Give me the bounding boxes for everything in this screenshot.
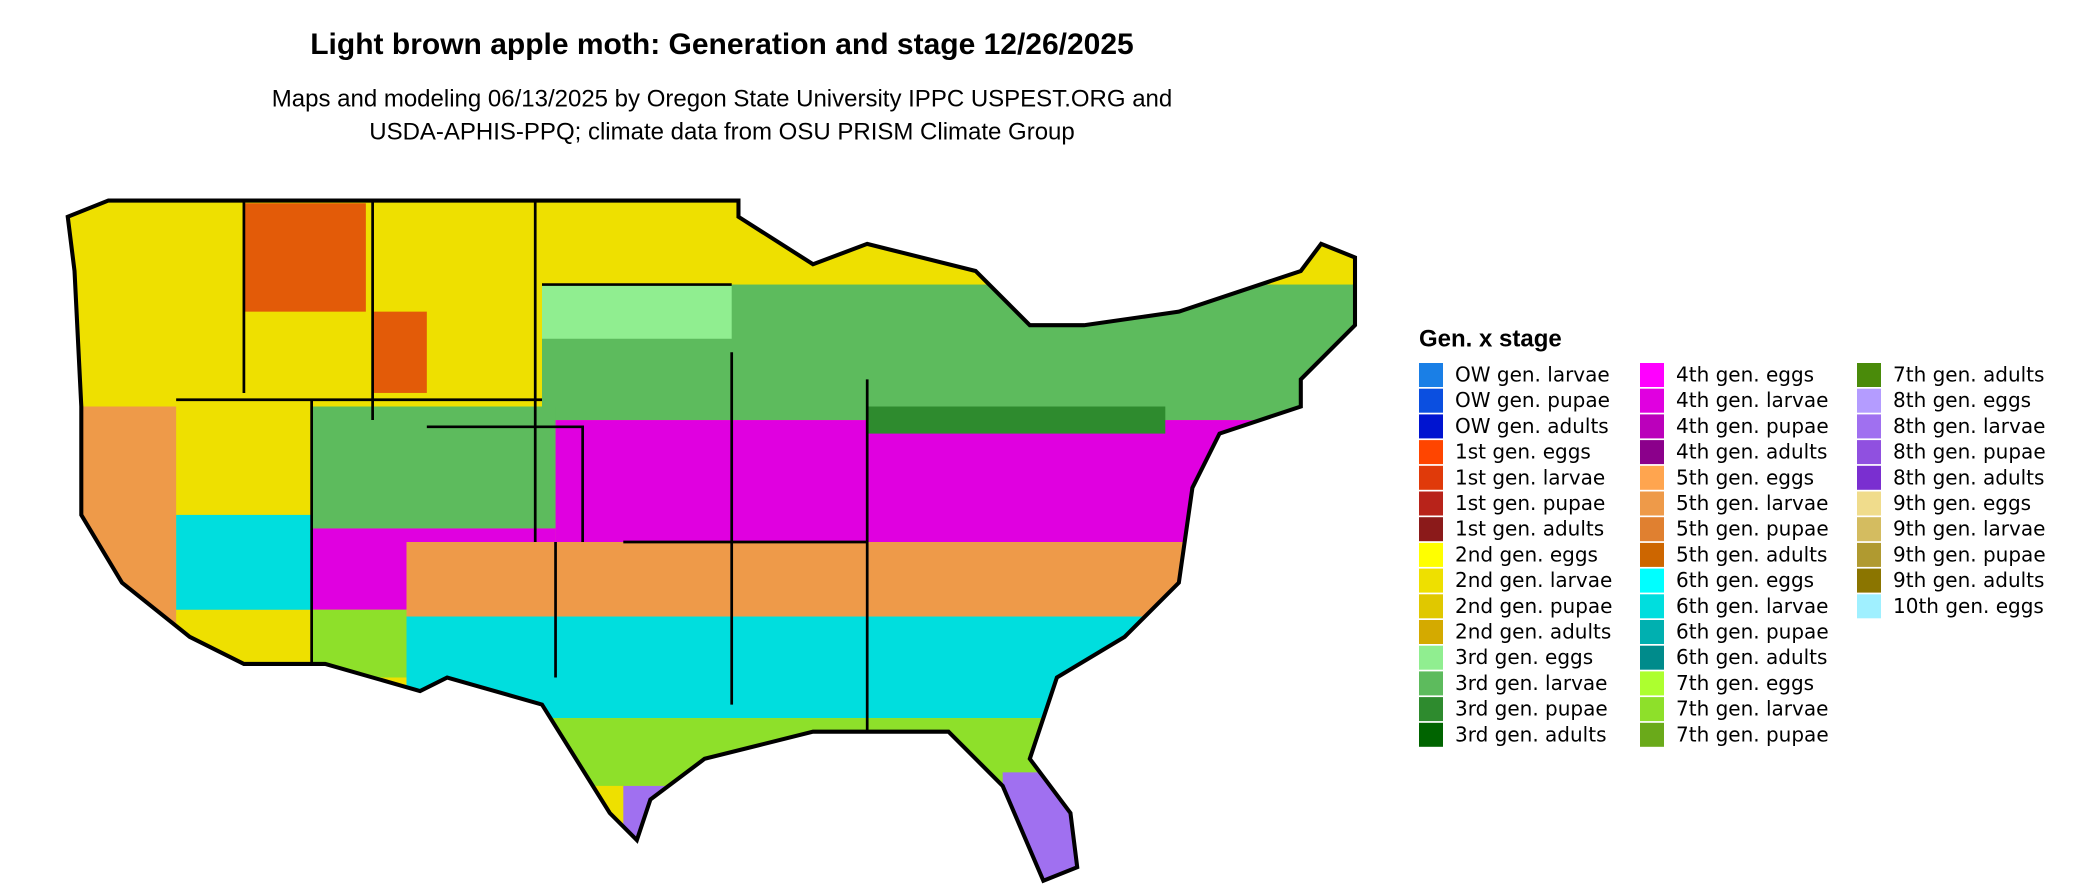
legend-label: 7th gen. pupae (1676, 722, 1829, 746)
legend-label: 3rd gen. larvae (1455, 671, 1607, 695)
subtitle: Maps and modeling 06/13/2025 by Oregon S… (272, 85, 1172, 112)
legend-label: 7th gen. larvae (1676, 697, 1828, 721)
legend-label: 5th gen. pupae (1676, 517, 1829, 541)
legend-swatch (1419, 645, 1443, 670)
map (65, 198, 1358, 884)
legend-label: 6th gen. adults (1676, 645, 1827, 669)
legend-label: 9th gen. pupae (1893, 542, 2046, 566)
legend-label: 7th gen. adults (1893, 363, 2044, 387)
legend-swatch (1419, 388, 1443, 413)
legend-swatch (1640, 620, 1664, 644)
legend-swatch (1419, 542, 1443, 567)
legend-swatch (1419, 568, 1443, 593)
legend-title: Gen. x stage (1419, 325, 1562, 352)
legend-swatch (1419, 363, 1443, 387)
legend-label: 4th gen. adults (1676, 440, 1827, 464)
legend-swatch (1640, 722, 1664, 747)
legend-swatch (1640, 645, 1664, 670)
legend-swatch (1640, 440, 1664, 465)
legend-label: 8th gen. larvae (1893, 414, 2045, 438)
legend-swatch (1640, 697, 1664, 722)
legend-swatch (1419, 517, 1443, 542)
legend-label: 4th gen. pupae (1676, 414, 1829, 438)
legend-swatch (1419, 722, 1443, 747)
subtitle: USDA-APHIS-PPQ; climate data from OSU PR… (369, 118, 1075, 145)
legend-swatch (1419, 440, 1443, 465)
legend-swatch (1857, 363, 1881, 387)
legend-swatch (1419, 697, 1443, 722)
legend-label: 3rd gen. eggs (1455, 645, 1593, 669)
legend-swatch (1857, 440, 1881, 465)
legend-swatch (1640, 542, 1664, 567)
legend-label: 7th gen. eggs (1676, 671, 1814, 695)
legend-swatch (1640, 388, 1664, 413)
legend-label: 6th gen. eggs (1676, 568, 1814, 592)
legend-swatch (1419, 414, 1443, 439)
legend-swatch (1857, 568, 1881, 593)
legend-swatch (1640, 568, 1664, 593)
legend-label: OW gen. larvae (1455, 363, 1610, 387)
legend-swatch (1640, 414, 1664, 439)
legend-label: 2nd gen. adults (1455, 620, 1611, 644)
legend-label: 9th gen. larvae (1893, 517, 2045, 541)
legend-swatch (1419, 594, 1443, 619)
legend-swatch (1640, 594, 1664, 619)
legend-label: 1st gen. larvae (1455, 465, 1605, 489)
legend-label: 8th gen. adults (1893, 465, 2044, 489)
legend-swatch (1857, 414, 1881, 439)
legend-swatch (1419, 491, 1443, 516)
legend-label: 10th gen. eggs (1893, 594, 2044, 618)
legend-swatch (1857, 517, 1881, 542)
legend-swatch (1419, 671, 1443, 696)
legend-swatch (1857, 542, 1881, 567)
legend-swatch (1857, 465, 1881, 490)
legend-label: OW gen. adults (1455, 414, 1609, 438)
legend-swatch (1640, 491, 1664, 516)
legend-swatch (1640, 517, 1664, 542)
legend-label: 1st gen. eggs (1455, 440, 1591, 464)
legend-label: 1st gen. pupae (1455, 491, 1605, 515)
legend-label: 6th gen. pupae (1676, 620, 1829, 644)
legend-label: 2nd gen. eggs (1455, 542, 1598, 566)
legend-swatch (1857, 388, 1881, 413)
legend-label: 2nd gen. pupae (1455, 594, 1612, 618)
legend-label: 5th gen. adults (1676, 542, 1827, 566)
title: Light brown apple moth: Generation and s… (310, 28, 1134, 61)
legend-swatch (1857, 491, 1881, 516)
legend-label: 9th gen. eggs (1893, 491, 2031, 515)
legend-label: 5th gen. eggs (1676, 465, 1814, 489)
legend-label: 8th gen. pupae (1893, 440, 2046, 464)
legend-label: 3rd gen. adults (1455, 722, 1606, 746)
legend-swatch (1857, 594, 1881, 619)
legend-swatch (1419, 465, 1443, 490)
legend-swatch (1419, 620, 1443, 644)
legend-label: 8th gen. eggs (1893, 388, 2031, 412)
legend-label: 6th gen. larvae (1676, 594, 1828, 618)
legend-label: 5th gen. larvae (1676, 491, 1828, 515)
legend-swatch (1640, 465, 1664, 490)
legend-label: 1st gen. adults (1455, 517, 1604, 541)
legend-swatch (1640, 671, 1664, 696)
legend-label: 9th gen. adults (1893, 568, 2044, 592)
legend-label: 3rd gen. pupae (1455, 697, 1608, 721)
legend-label: 2nd gen. larvae (1455, 568, 1612, 592)
legend-label: 4th gen. eggs (1676, 363, 1814, 387)
legend-label: 4th gen. larvae (1676, 388, 1828, 412)
legend-swatch (1640, 363, 1664, 387)
legend-label: OW gen. pupae (1455, 388, 1610, 412)
